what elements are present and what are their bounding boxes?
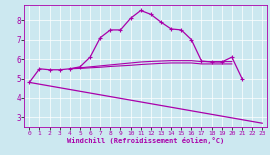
X-axis label: Windchill (Refroidissement éolien,°C): Windchill (Refroidissement éolien,°C): [67, 137, 224, 144]
